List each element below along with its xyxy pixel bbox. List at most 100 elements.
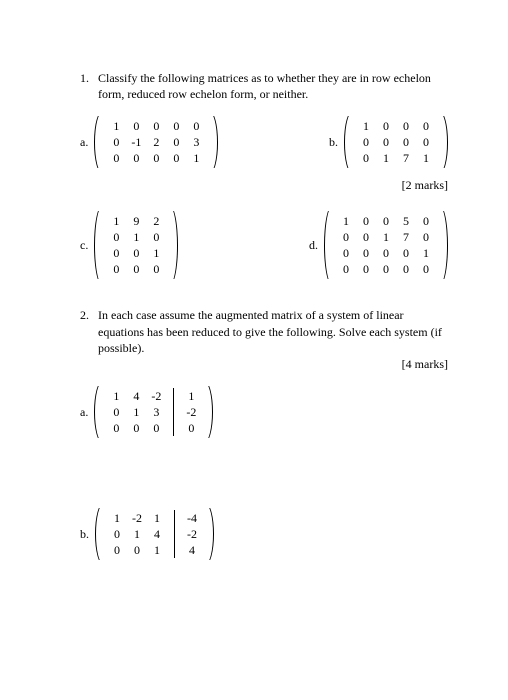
matrix-cell: 0 xyxy=(166,151,186,166)
matrix-cell: 0 xyxy=(146,119,166,134)
matrix-cell: 1 xyxy=(416,246,436,261)
page: 1. Classify the following matrices as to… xyxy=(0,0,508,560)
matrix-cell: 3 xyxy=(146,405,166,420)
matrix-cell: 0 xyxy=(146,151,166,166)
q1-item-d: d. 10050001700000100000 xyxy=(309,211,448,279)
matrix-cell: -1 xyxy=(126,135,146,150)
matrix-cell: 0 xyxy=(356,246,376,261)
q1-a-matrix: 100000-120300001 xyxy=(94,116,218,168)
matrix-cell: 0 xyxy=(146,421,166,436)
q2-b-matrix: 1-21014001-4-24 xyxy=(95,508,214,560)
question-1-body: Classify the following matrices as to wh… xyxy=(98,71,431,101)
q1-a-label: a. xyxy=(80,135,88,150)
matrix-cell: 1 xyxy=(376,230,396,245)
matrix-cell: 1 xyxy=(106,119,126,134)
matrix-cell: 1 xyxy=(356,119,376,134)
matrix-cell: 0 xyxy=(106,135,126,150)
matrix-cell: 0 xyxy=(107,527,127,542)
matrix-cell: 0 xyxy=(416,214,436,229)
q1-item-b: b. 100000000171 xyxy=(329,116,448,168)
q1-c-matrix: 192010001000 xyxy=(94,211,178,279)
matrix-cell: 7 xyxy=(396,151,416,166)
matrix-cell: 1 xyxy=(126,230,146,245)
q2-row-a: a. 14-20130001-20 xyxy=(80,386,448,438)
matrix-cell: 0 xyxy=(416,135,436,150)
matrix-cell: 0 xyxy=(186,119,206,134)
question-2-number: 2. xyxy=(80,307,89,323)
matrix-cell: 3 xyxy=(186,135,206,150)
matrix-cell: 7 xyxy=(396,230,416,245)
matrix-cell: 0 xyxy=(376,135,396,150)
matrix-cell: 2 xyxy=(146,214,166,229)
matrix-cell: 5 xyxy=(396,214,416,229)
matrix-cell: 0 xyxy=(396,262,416,277)
matrix-cell: 1 xyxy=(146,246,166,261)
matrix-cell: 0 xyxy=(126,262,146,277)
question-2: 2. In each case assume the augmented mat… xyxy=(80,307,448,560)
matrix-cell: 0 xyxy=(416,119,436,134)
matrix-cell: 0 xyxy=(376,119,396,134)
matrix-cell: 0 xyxy=(356,262,376,277)
matrix-cell: 0 xyxy=(126,421,146,436)
matrix-cell: 0 xyxy=(396,119,416,134)
matrix-cell: 0 xyxy=(106,246,126,261)
matrix-cell: 0 xyxy=(146,230,166,245)
matrix-cell: 0 xyxy=(107,543,127,558)
question-2-body: In each case assume the augmented matrix… xyxy=(98,308,442,354)
matrix-cell: 0 xyxy=(356,135,376,150)
q1-d-label: d. xyxy=(309,238,318,253)
matrix-cell: -4 xyxy=(182,511,202,526)
q1-row-ab: a. 100000-120300001 b. 100000000171 xyxy=(80,116,448,168)
q1-d-matrix: 10050001700000100000 xyxy=(324,211,448,279)
q2-row-b: b. 1-21014001-4-24 xyxy=(80,508,448,560)
q1-marks: [2 marks] xyxy=(80,178,448,193)
matrix-cell: 0 xyxy=(166,135,186,150)
q1-item-a: a. 100000-120300001 xyxy=(80,116,218,168)
q2-b-label: b. xyxy=(80,527,89,542)
question-1: 1. Classify the following matrices as to… xyxy=(80,70,448,279)
matrix-cell: 0 xyxy=(356,214,376,229)
question-1-number: 1. xyxy=(80,70,89,86)
matrix-cell: 0 xyxy=(336,230,356,245)
q1-c-label: c. xyxy=(80,238,88,253)
matrix-cell: 0 xyxy=(181,421,201,436)
matrix-cell: 0 xyxy=(166,119,186,134)
matrix-cell: 1 xyxy=(106,389,126,404)
matrix-cell: 1 xyxy=(181,389,201,404)
matrix-cell: 9 xyxy=(126,214,146,229)
q1-item-c: c. 192010001000 xyxy=(80,211,178,279)
matrix-cell: 0 xyxy=(127,543,147,558)
q2-a-label: a. xyxy=(80,405,88,420)
matrix-cell: 0 xyxy=(376,214,396,229)
matrix-cell: 0 xyxy=(336,262,356,277)
q1-row-cd: c. 192010001000 d. 10050001700000100000 xyxy=(80,211,448,279)
q2-marks: [4 marks] xyxy=(98,356,448,372)
matrix-cell: 0 xyxy=(126,151,146,166)
question-2-text: 2. In each case assume the augmented mat… xyxy=(80,307,448,372)
matrix-cell: 0 xyxy=(106,421,126,436)
matrix-cell: 4 xyxy=(147,527,167,542)
matrix-cell: 1 xyxy=(336,214,356,229)
matrix-cell: -2 xyxy=(182,527,202,542)
matrix-cell: 0 xyxy=(376,246,396,261)
matrix-cell: 0 xyxy=(106,151,126,166)
matrix-cell: 0 xyxy=(376,262,396,277)
matrix-cell: -2 xyxy=(181,405,201,420)
matrix-cell: 0 xyxy=(106,262,126,277)
matrix-cell: 0 xyxy=(396,246,416,261)
matrix-cell: 0 xyxy=(126,246,146,261)
matrix-cell: 0 xyxy=(416,230,436,245)
matrix-cell: 4 xyxy=(126,389,146,404)
matrix-cell: 0 xyxy=(126,119,146,134)
matrix-cell: 1 xyxy=(106,214,126,229)
matrix-cell: 1 xyxy=(127,527,147,542)
matrix-cell: 1 xyxy=(416,151,436,166)
matrix-cell: 1 xyxy=(376,151,396,166)
matrix-cell: 0 xyxy=(356,230,376,245)
matrix-cell: 1 xyxy=(147,511,167,526)
matrix-cell: 0 xyxy=(356,151,376,166)
matrix-cell: 1 xyxy=(126,405,146,420)
q2-item-b: b. 1-21014001-4-24 xyxy=(80,508,214,560)
matrix-cell: 1 xyxy=(107,511,127,526)
matrix-cell: 0 xyxy=(336,246,356,261)
